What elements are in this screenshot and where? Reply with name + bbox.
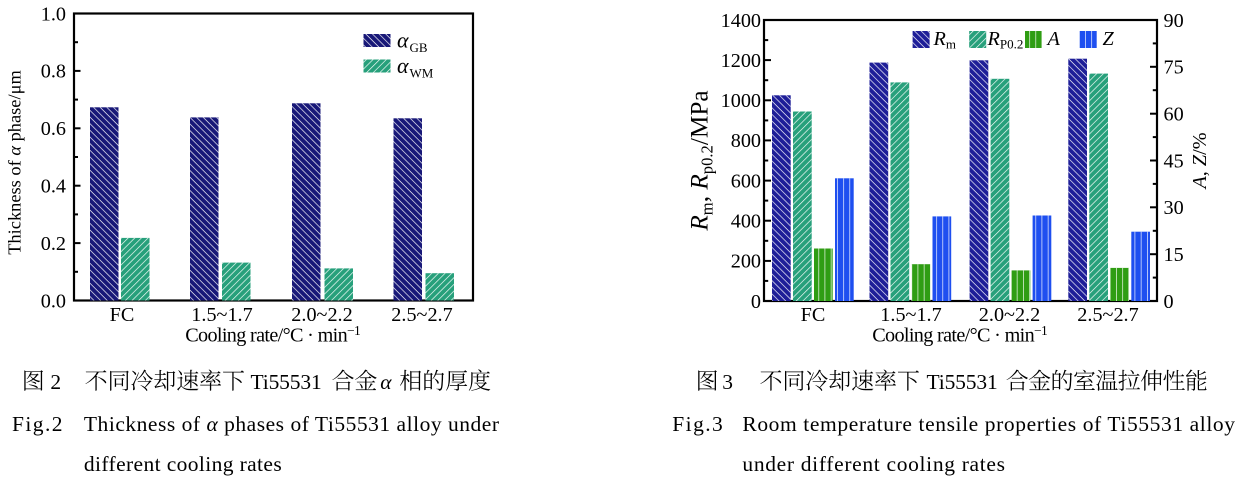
svg-text:α: α: [380, 370, 392, 394]
svg-text:α: α: [397, 28, 409, 53]
svg-text:Cooling rate/°C · min−1: Cooling rate/°C · min−1: [185, 323, 361, 347]
svg-text:1.0: 1.0: [41, 3, 66, 25]
svg-text:FC: FC: [801, 304, 826, 326]
svg-text:Thickness of α phases of Ti555: Thickness of α phases of Ti55531 alloy u…: [84, 412, 499, 436]
svg-text:α: α: [397, 53, 409, 78]
svg-text:45: 45: [1164, 150, 1184, 172]
svg-text:2.0~2.2: 2.0~2.2: [979, 304, 1040, 326]
svg-text:0.6: 0.6: [41, 118, 66, 140]
svg-text:2.0~2.2: 2.0~2.2: [291, 304, 352, 326]
svg-text:Room temperature tensile prope: Room temperature tensile properties of T…: [742, 412, 1235, 436]
svg-text:200: 200: [731, 251, 761, 273]
svg-text:Fig.2: Fig.2: [12, 412, 63, 436]
svg-text:75: 75: [1164, 57, 1184, 79]
svg-text:FC: FC: [110, 304, 135, 326]
svg-text:A, Z/%: A, Z/%: [1189, 132, 1211, 190]
svg-text:0: 0: [1164, 291, 1174, 313]
svg-text:Cooling rate/°C · min−1: Cooling rate/°C · min−1: [872, 323, 1048, 347]
svg-text:under different cooling rates: under different cooling rates: [742, 452, 1005, 476]
svg-text:Z: Z: [1103, 28, 1115, 50]
svg-text:800: 800: [731, 130, 761, 152]
svg-text:GB: GB: [410, 40, 428, 55]
svg-text:60: 60: [1164, 104, 1184, 126]
svg-text:400: 400: [731, 211, 761, 233]
svg-text:0.8: 0.8: [41, 61, 66, 83]
svg-text:different cooling rates: different cooling rates: [84, 452, 282, 476]
svg-text:1000: 1000: [721, 90, 761, 112]
svg-text:30: 30: [1164, 197, 1184, 219]
svg-text:A: A: [1046, 28, 1061, 50]
svg-text:15: 15: [1164, 244, 1184, 266]
svg-text:Rm: Rm: [933, 28, 956, 52]
svg-text:Rm, Rp0.2/MPa: Rm, Rp0.2/MPa: [686, 90, 717, 231]
svg-text:2: 2: [50, 370, 61, 394]
svg-text:90: 90: [1164, 10, 1184, 32]
svg-text:1400: 1400: [721, 10, 761, 32]
svg-text:2.5~2.7: 2.5~2.7: [1077, 304, 1138, 326]
svg-text:WM: WM: [410, 66, 434, 81]
svg-text:600: 600: [731, 170, 761, 192]
svg-text:RP0.2: RP0.2: [987, 28, 1024, 52]
svg-text:0.4: 0.4: [41, 176, 66, 198]
svg-text:3: 3: [722, 370, 733, 394]
svg-text:Fig.3: Fig.3: [672, 412, 723, 436]
svg-text:2.5~2.7: 2.5~2.7: [391, 304, 452, 326]
svg-text:Ti55531: Ti55531: [251, 370, 322, 394]
svg-text:0.0: 0.0: [41, 290, 66, 312]
svg-text:0.2: 0.2: [41, 233, 66, 255]
svg-text:1200: 1200: [721, 50, 761, 72]
svg-text:1.5~1.7: 1.5~1.7: [880, 304, 941, 326]
svg-text:Ti55531: Ti55531: [927, 370, 998, 394]
svg-text:0: 0: [751, 291, 761, 313]
svg-text:Thickness of α phase/μm: Thickness of α phase/μm: [5, 70, 25, 255]
svg-text:1.5~1.7: 1.5~1.7: [191, 304, 252, 326]
